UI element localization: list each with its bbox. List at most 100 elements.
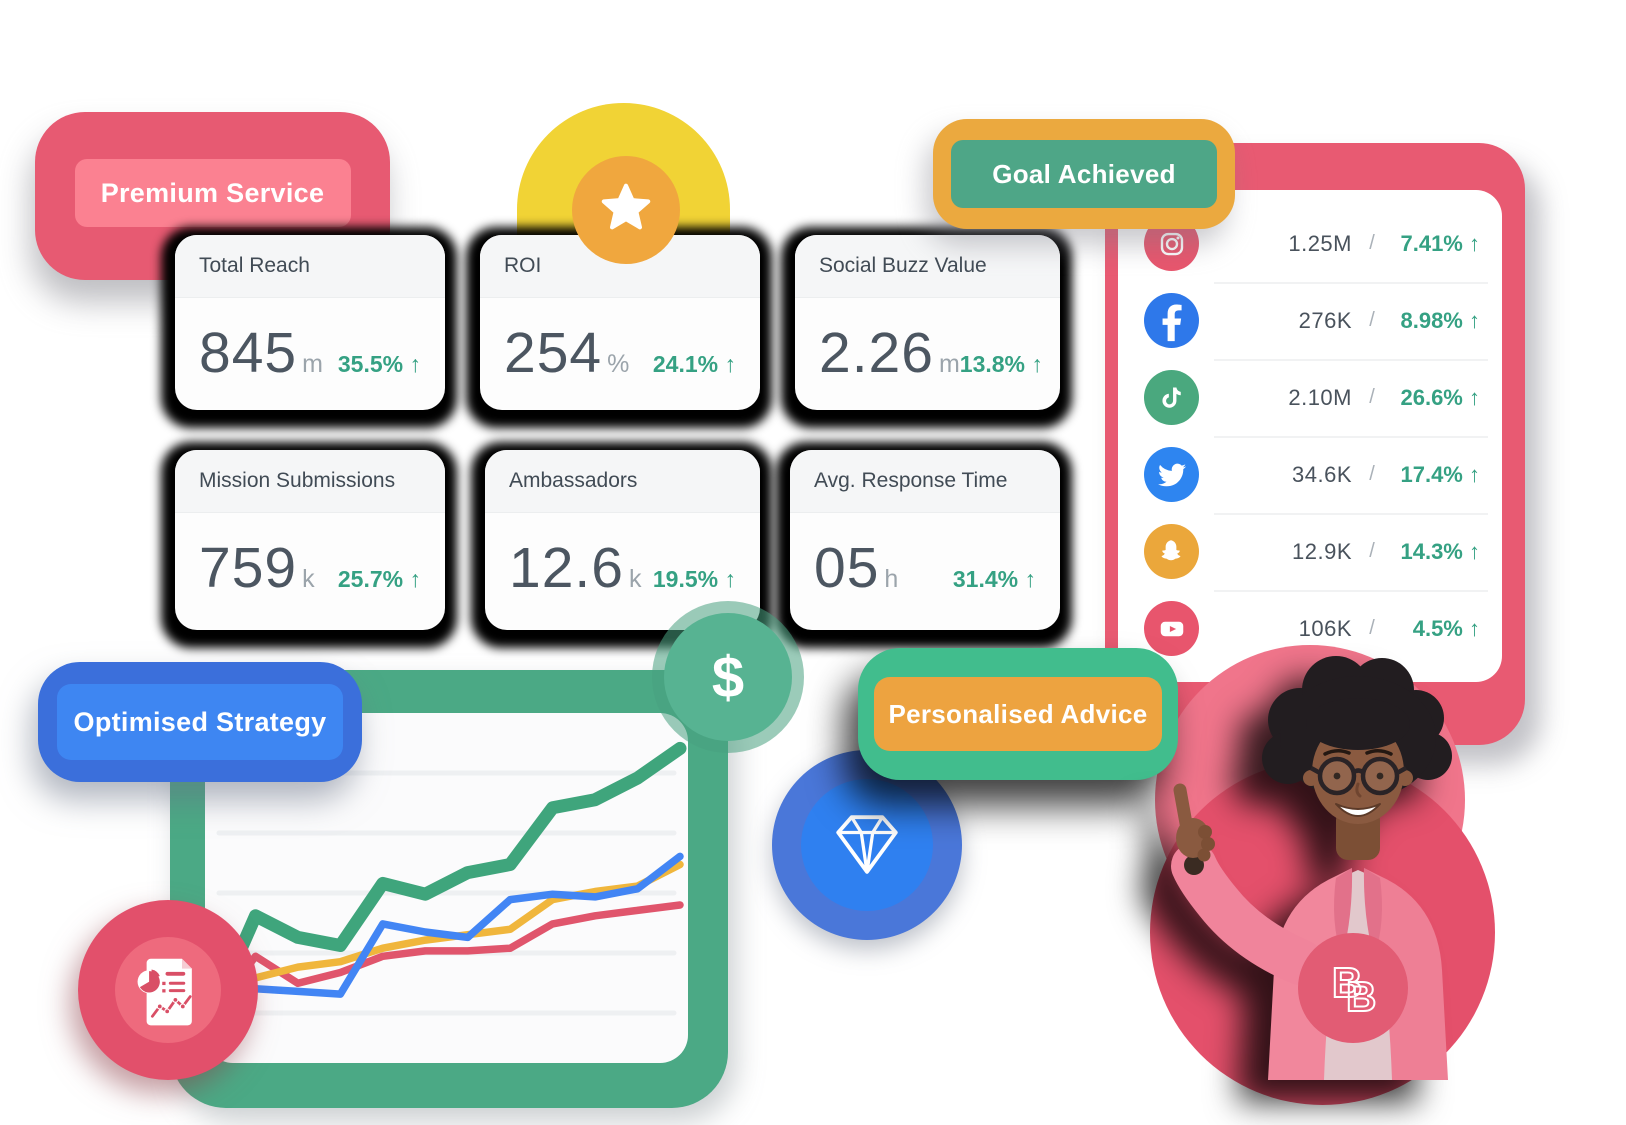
stat-card-mission-submissions: Mission Submissions 759 k 25.7% ↑ <box>175 450 445 630</box>
stat-change: 25.7% ↑ <box>337 566 422 592</box>
stat-card-response-time: Avg. Response Time 05 h 31.4% ↑ <box>790 450 1060 630</box>
up-arrow-icon: ↑ <box>1469 307 1480 333</box>
social-value: 106K <box>1298 615 1352 641</box>
diamond-icon <box>772 750 962 940</box>
report-icon <box>78 900 258 1080</box>
stat-value: 12.6 <box>509 536 624 600</box>
stat-value: 05 <box>814 536 880 600</box>
social-row-tiktok: 2.10M / 26.6% ↑ <box>1118 359 1502 436</box>
separator: / <box>1369 463 1375 485</box>
up-arrow-icon: ↑ <box>1024 566 1037 592</box>
social-value: 2.10M <box>1288 384 1352 410</box>
stat-card-roi: ROI 254 % 24.1% ↑ <box>480 235 760 410</box>
up-arrow-icon: ↑ <box>724 351 737 377</box>
stat-value: 759 <box>199 536 298 600</box>
personalised-advice-badge: Personalised Advice <box>858 648 1178 780</box>
goal-achieved-label: Goal Achieved <box>951 140 1217 208</box>
social-row-youtube: 106K / 4.5% ↑ <box>1118 590 1502 667</box>
social-value: 1.25M <box>1288 230 1352 256</box>
social-change: 17.4% ↑ <box>1400 461 1480 487</box>
pointing-finger <box>1173 783 1196 847</box>
blue-line <box>209 852 684 1017</box>
hairline <box>1306 698 1410 750</box>
optimised-strategy-badge: Optimised Strategy <box>38 662 362 782</box>
stat-label: Social Buzz Value <box>795 235 1060 298</box>
facebook-icon <box>1144 293 1199 348</box>
twitter-icon <box>1144 447 1199 502</box>
arm <box>1171 843 1323 985</box>
red-line <box>209 901 684 1017</box>
up-arrow-icon: ↑ <box>1031 351 1043 377</box>
separator: / <box>1369 540 1375 562</box>
stat-value: 2.26 <box>819 321 934 385</box>
star-icon <box>572 156 680 264</box>
up-arrow-icon: ↑ <box>1469 384 1480 410</box>
woman-photo <box>1171 656 1452 1080</box>
watch <box>1184 855 1204 875</box>
snapchat-icon <box>1144 524 1199 579</box>
svg-text:B: B <box>1332 959 1362 1006</box>
stat-unit: m <box>938 350 960 378</box>
social-row-facebook: 276K / 8.98% ↑ <box>1118 282 1502 359</box>
separator: / <box>1369 386 1375 408</box>
stat-unit: h <box>884 565 899 593</box>
separator: / <box>1369 232 1375 254</box>
social-row-snapchat: 12.9K / 14.3% ↑ <box>1118 513 1502 590</box>
stat-change: 19.5% ↑ <box>652 566 737 592</box>
dollar-icon: $ <box>664 613 792 741</box>
stat-card-social-buzz: Social Buzz Value 2.26 m 13.8% ↑ <box>795 235 1060 410</box>
social-change: 14.3% ↑ <box>1400 538 1480 564</box>
up-arrow-icon: ↑ <box>724 566 737 592</box>
stat-value: 845 <box>199 321 298 385</box>
social-change: 7.41% ↑ <box>1400 230 1480 256</box>
stat-unit: k <box>302 565 315 593</box>
stat-change: 13.8% ↑ <box>959 351 1043 377</box>
goal-achieved-badge: Goal Achieved <box>933 119 1235 229</box>
stat-label: Mission Submissions <box>175 450 445 513</box>
glasses <box>1309 756 1408 796</box>
tiktok-icon <box>1144 370 1199 425</box>
stat-label: Total Reach <box>175 235 445 298</box>
stat-change: 31.4% ↑ <box>952 566 1037 592</box>
stat-unit: k <box>628 565 642 593</box>
smile <box>1335 803 1381 817</box>
social-row-instagram: 1.25M / 7.41% ↑ <box>1118 205 1502 282</box>
social-change: 8.98% ↑ <box>1400 307 1480 333</box>
social-value: 276K <box>1298 307 1352 333</box>
personalised-advice-label: Personalised Advice <box>874 677 1162 751</box>
stat-label: Ambassadors <box>485 450 760 513</box>
up-arrow-icon: ↑ <box>409 351 422 377</box>
dollar-glyph: $ <box>711 644 745 710</box>
stat-label: Avg. Response Time <box>790 450 1060 513</box>
stat-unit: m <box>302 350 323 378</box>
stat-unit: % <box>607 350 630 378</box>
youtube-icon <box>1144 601 1199 656</box>
optimised-strategy-label: Optimised Strategy <box>57 684 343 760</box>
social-change: 4.5% ↑ <box>1412 615 1480 641</box>
bb-monogram: B B <box>1331 958 1377 1021</box>
stat-card-total-reach: Total Reach 845 m 35.5% ↑ <box>175 235 445 410</box>
up-arrow-icon: ↑ <box>1469 615 1480 641</box>
up-arrow-icon: ↑ <box>1469 230 1480 256</box>
green-line <box>206 741 687 1020</box>
svg-text:B: B <box>1346 973 1376 1020</box>
stat-change: 24.1% ↑ <box>652 351 737 377</box>
social-row-twitter: 34.6K / 17.4% ↑ <box>1118 436 1502 513</box>
up-arrow-icon: ↑ <box>1469 538 1480 564</box>
strategy-line-chart <box>206 741 687 1020</box>
up-arrow-icon: ↑ <box>409 566 422 592</box>
bb-logo: B B <box>1298 933 1408 1043</box>
star-glyph <box>601 183 651 230</box>
social-value: 34.6K <box>1292 461 1352 487</box>
stat-card-ambassadors: Ambassadors 12.6 k 19.5% ↑ <box>485 450 760 630</box>
social-value: 12.9K <box>1292 538 1352 564</box>
up-arrow-icon: ↑ <box>1469 461 1480 487</box>
diamond-icon-inner <box>801 779 933 911</box>
separator: / <box>1369 309 1375 331</box>
premium-service-label: Premium Service <box>74 159 351 227</box>
stat-value: 254 <box>504 321 603 385</box>
separator: / <box>1369 617 1375 639</box>
social-change: 26.6% ↑ <box>1400 384 1480 410</box>
report-icon-inner <box>115 937 221 1043</box>
